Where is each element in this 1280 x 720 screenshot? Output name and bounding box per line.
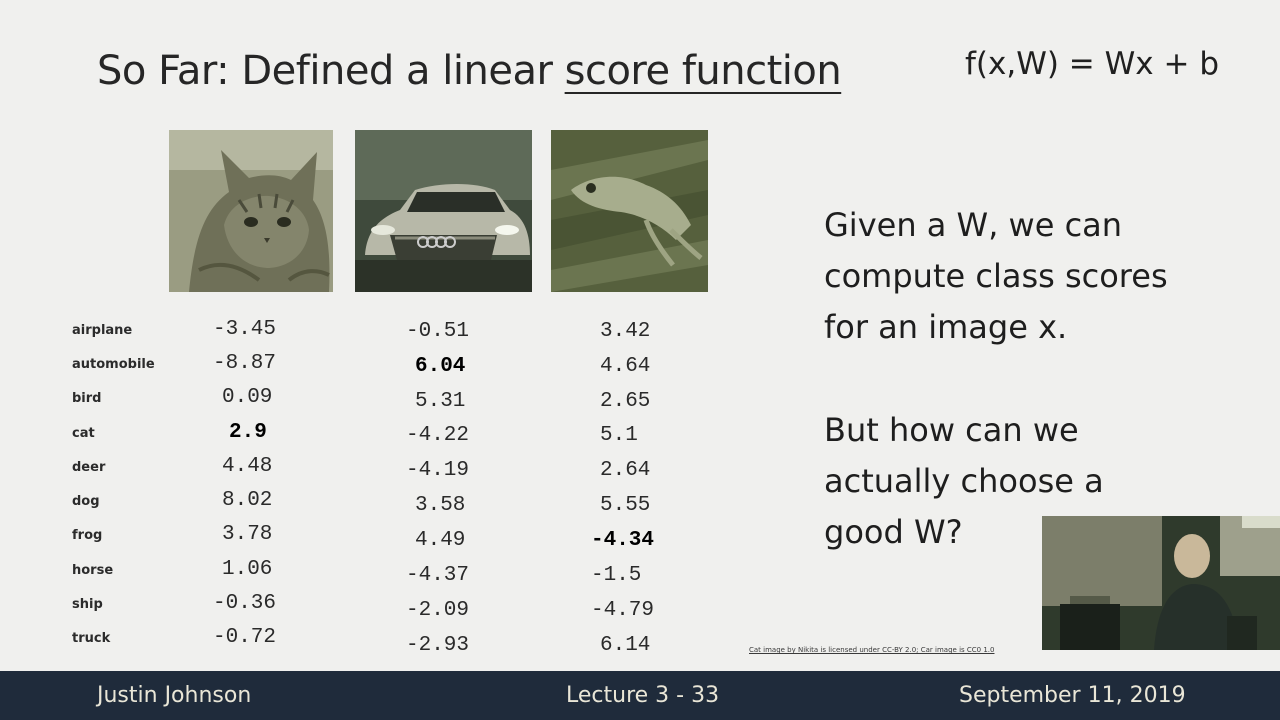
- title-prefix: So Far: Defined a linear: [97, 48, 565, 94]
- frog-score: 2.65: [600, 390, 651, 413]
- car-score: -4.37: [406, 564, 470, 587]
- question-line: good W?: [824, 513, 963, 551]
- cat-score: -3.45: [213, 318, 277, 341]
- question-line: actually choose a: [824, 462, 1104, 500]
- frog-score: 5.55: [600, 494, 651, 517]
- class-label: truck: [72, 631, 111, 646]
- frog-photo: [551, 130, 708, 292]
- class-label: horse: [72, 563, 114, 578]
- cat-score-highlight: 2.9: [229, 421, 267, 444]
- frog-score-highlight: -4.34: [591, 529, 655, 552]
- car-score: -2.09: [406, 599, 470, 622]
- class-label: airplane: [72, 323, 133, 338]
- explanation-line: compute class scores: [824, 257, 1168, 295]
- frog-score: -1.5: [591, 564, 642, 587]
- class-label: dog: [72, 494, 100, 509]
- footer-date: September 11, 2019: [959, 683, 1186, 708]
- frog-score: 3.42: [600, 320, 651, 343]
- cat-score: 0.09: [222, 386, 273, 409]
- image-credit: Cat image by Nikita is licensed under CC…: [749, 646, 995, 654]
- frog-score: 4.64: [600, 355, 651, 378]
- class-label: deer: [72, 460, 106, 475]
- car-score: 5.31: [415, 390, 466, 413]
- question-line: But how can we: [824, 411, 1079, 449]
- car-score: 4.49: [415, 529, 466, 552]
- frog-score: -4.79: [591, 599, 655, 622]
- car-score: -0.51: [406, 320, 470, 343]
- explanation-line: Given a W, we can: [824, 206, 1123, 244]
- presenter-webcam-video: [1042, 516, 1280, 650]
- explanation-paragraph: Given a W, we can compute class scores f…: [824, 200, 1168, 353]
- car-score: -4.22: [406, 424, 470, 447]
- cat-photo: [169, 130, 333, 292]
- score-formula: f(x,W) = Wx + b: [965, 46, 1219, 82]
- cat-score: 3.78: [222, 523, 273, 546]
- cat-score: 8.02: [222, 489, 273, 512]
- footer-lecture-number: Lecture 3 - 33: [566, 683, 720, 708]
- class-label: cat: [72, 426, 95, 441]
- class-label: frog: [72, 528, 103, 543]
- car-score: 3.58: [415, 494, 466, 517]
- frog-score: 2.64: [600, 459, 651, 482]
- cat-score: -0.36: [213, 592, 277, 615]
- slide-footer: Justin Johnson Lecture 3 - 33 September …: [0, 671, 1280, 720]
- class-label: ship: [72, 597, 103, 612]
- frog-score: 6.14: [600, 634, 651, 657]
- cat-score: -0.72: [213, 626, 277, 649]
- car-score: -2.93: [406, 634, 470, 657]
- frog-score: 5.1: [600, 424, 638, 447]
- explanation-line: for an image x.: [824, 308, 1068, 346]
- car-photo: [355, 130, 532, 292]
- slide-title: So Far: Defined a linear score function: [97, 48, 842, 94]
- class-label: automobile: [72, 357, 155, 372]
- cat-score: 4.48: [222, 455, 273, 478]
- question-paragraph: But how can we actually choose a good W?: [824, 405, 1104, 558]
- footer-author: Justin Johnson: [97, 683, 252, 708]
- cat-score: 1.06: [222, 558, 273, 581]
- title-emphasis: score function: [564, 48, 842, 94]
- car-score: -4.19: [406, 459, 470, 482]
- class-label: bird: [72, 391, 102, 406]
- cat-score: -8.87: [213, 352, 277, 375]
- car-score-highlight: 6.04: [415, 355, 466, 378]
